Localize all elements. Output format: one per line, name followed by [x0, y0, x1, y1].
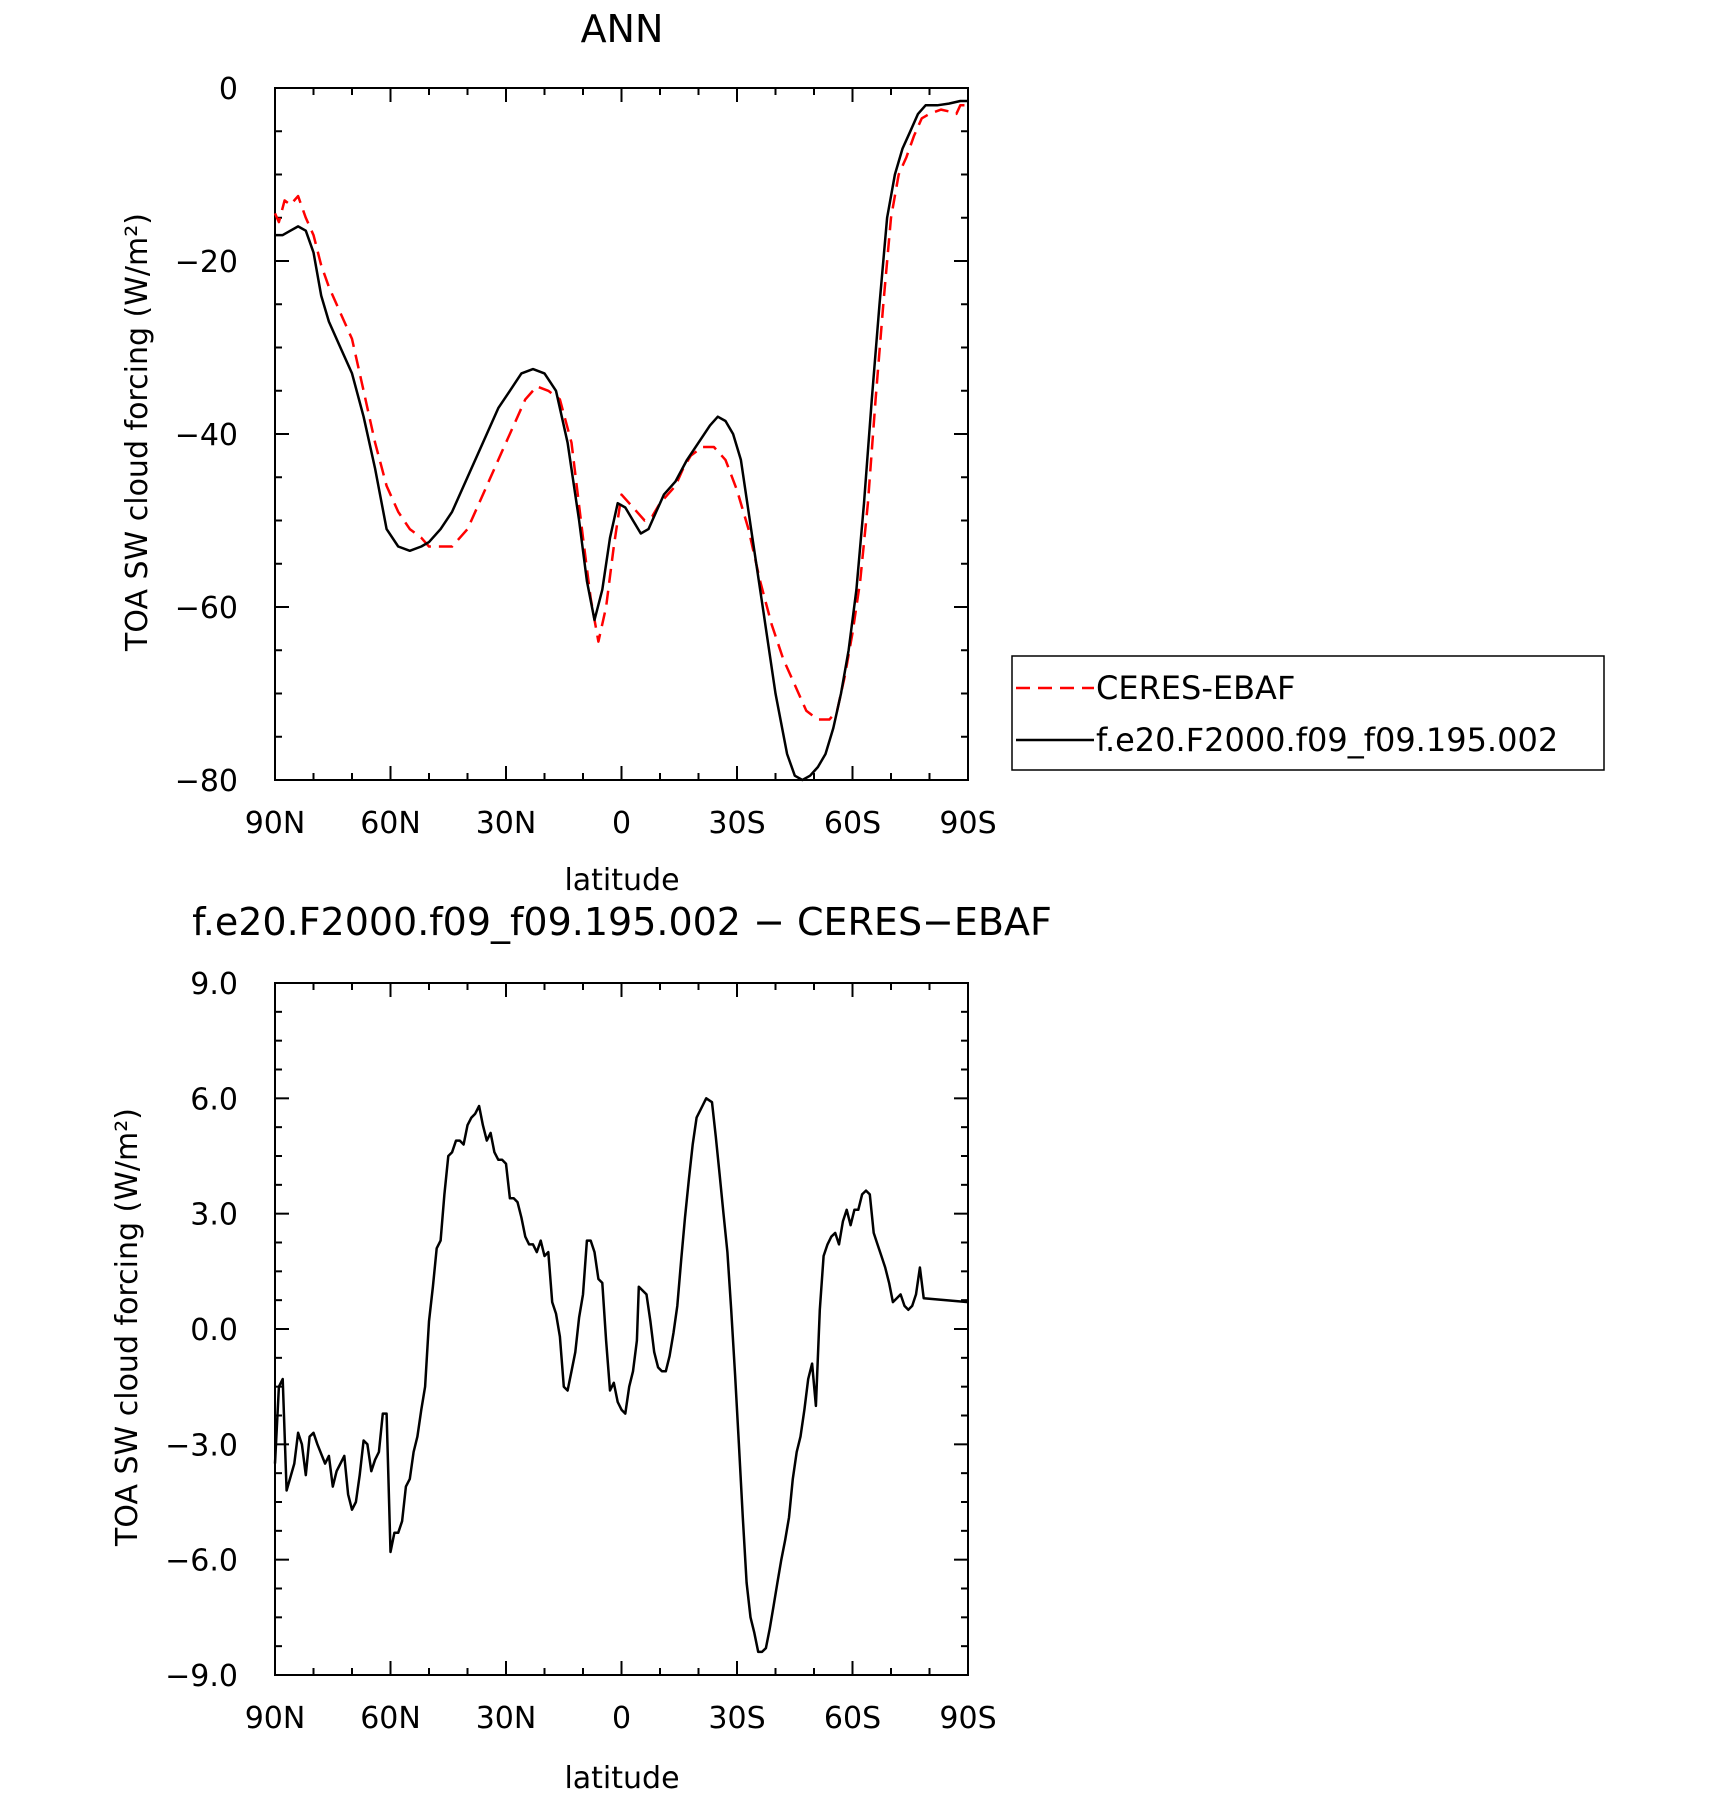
top-y-tick-label: −40: [175, 418, 238, 453]
bottom-y-tick-label: 3.0: [190, 1198, 238, 1233]
legend: CERES-EBAF f.e20.F2000.f09_f09.195.002: [1011, 655, 1605, 771]
top-x-tick-label: 60N: [360, 806, 421, 841]
top-x-tick-label: 90N: [245, 806, 306, 841]
top-x-tick-label: 60S: [824, 806, 881, 841]
bottom-y-tick-label: 9.0: [190, 967, 238, 1002]
top-x-tick-label: 30S: [708, 806, 765, 841]
bottom-x-tick-label: 60N: [360, 1701, 421, 1736]
legend-label-model: f.e20.F2000.f09_f09.195.002: [1096, 721, 1558, 759]
bottom-y-axis-label: TOA SW cloud forcing (W/m²): [110, 1108, 145, 1547]
top-y-axis-label: TOA SW cloud forcing (W/m²): [120, 213, 155, 652]
top-x-tick-label: 90S: [939, 806, 996, 841]
top-y-tick-label: −80: [175, 764, 238, 799]
bottom-x-tick-label: 90N: [245, 1701, 306, 1736]
bottom-y-tick-label: −3.0: [165, 1428, 238, 1463]
bottom-x-tick-label: 30N: [476, 1701, 537, 1736]
bottom-y-tick-label: 0.0: [190, 1313, 238, 1348]
bottom-series-line-0: [273, 1097, 969, 1654]
bottom-x-tick-label: 60S: [824, 1701, 881, 1736]
bottom-x-tick-label: 30S: [708, 1701, 765, 1736]
bottom-x-axis-label: latitude: [564, 1761, 679, 1794]
legend-box: [1011, 655, 1605, 771]
bottom-y-tick-label: 6.0: [190, 1082, 238, 1117]
top-y-tick-label: −60: [175, 591, 238, 626]
bottom-panel: f.e20.F2000.f09_f09.195.002 − CERES−EBAF…: [110, 900, 1052, 1794]
top-y-tick-label: −20: [175, 245, 238, 280]
top-x-tick-label: 30N: [476, 806, 537, 841]
top-panel-title: ANN: [581, 7, 664, 51]
top-plot-frame: [274, 87, 969, 781]
top-series-line-0: [273, 104, 968, 721]
bottom-plot-frame: [274, 982, 969, 1676]
bottom-x-tick-label: 90S: [939, 1701, 996, 1736]
top-y-tick-label: 0: [219, 72, 238, 107]
top-series-line-1: [275, 99, 968, 782]
bottom-panel-title: f.e20.F2000.f09_f09.195.002 − CERES−EBAF: [192, 900, 1052, 944]
legend-label-ceres: CERES-EBAF: [1096, 669, 1295, 707]
bottom-plot-area: 90N 60N 30N 0 30S 60S 90S 9.0 6.0 3.0 0.0 −3.0 −6.0 −…: [165, 967, 996, 1736]
top-x-tick-label: 0: [612, 806, 631, 841]
bottom-x-tick-label: 0: [612, 1701, 631, 1736]
bottom-y-tick-label: −9.0: [165, 1659, 238, 1694]
top-panel: ANN 90N 60N 30N 0 30S 60S 90S 0 −20 −40 −60 −80 lat…: [120, 7, 1605, 898]
bottom-y-tick-label: −6.0: [165, 1544, 238, 1579]
top-x-axis-label: latitude: [564, 863, 679, 898]
top-plot-area: 90N 60N 30N 0 30S 60S 90S 0 −20 −40 −60 −80: [175, 72, 997, 841]
